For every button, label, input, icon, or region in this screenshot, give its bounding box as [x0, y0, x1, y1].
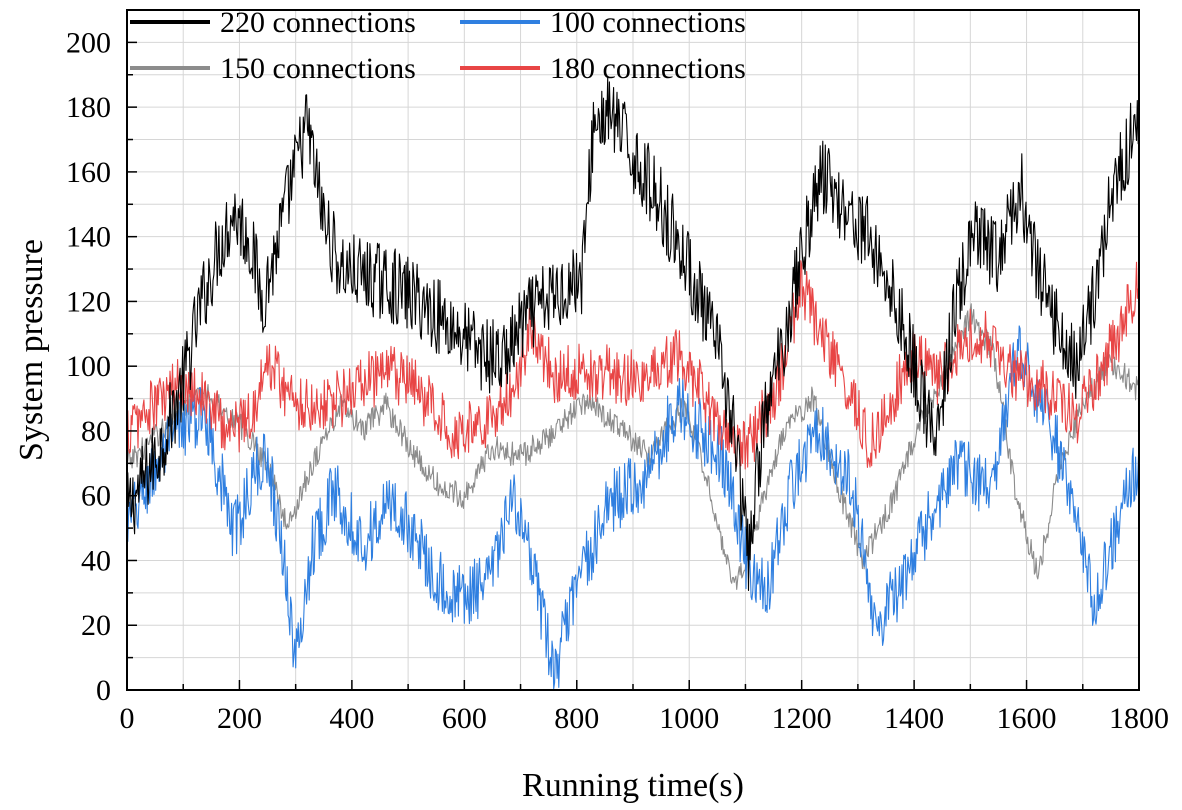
x-tick-label: 1800	[1109, 702, 1169, 735]
y-tick-label: 80	[81, 415, 111, 448]
x-tick-label: 1200	[772, 702, 832, 735]
y-tick-label: 180	[66, 91, 111, 124]
legend-label: 150 connections	[220, 52, 416, 85]
y-tick-label: 100	[66, 350, 111, 383]
x-tick-label: 1600	[997, 702, 1057, 735]
y-tick-label: 0	[96, 674, 111, 707]
y-tick-label: 60	[81, 480, 111, 513]
x-tick-label: 600	[442, 702, 487, 735]
series-line-100-connections	[126, 325, 1140, 690]
x-axis-title: Running time(s)	[522, 767, 744, 804]
grid	[127, 10, 1139, 690]
x-tick-label: 1400	[884, 702, 944, 735]
legend: 220 connections 100 connections 150 connec…	[130, 6, 746, 85]
y-tick-label: 20	[81, 609, 111, 642]
x-tick-label: 1000	[659, 702, 719, 735]
series-line-220-connections	[126, 76, 1140, 592]
x-tick-label: 800	[554, 702, 599, 735]
y-tick-label: 40	[81, 544, 111, 577]
y-tick-label: 140	[66, 221, 111, 254]
series-line-180-connections	[126, 260, 1140, 470]
y-axis-title: System pressure	[13, 239, 50, 461]
y-tick-label: 160	[66, 156, 111, 189]
series-layer	[126, 76, 1140, 690]
legend-label: 180 connections	[550, 52, 746, 85]
y-tick-label: 120	[66, 285, 111, 318]
ticks: 0 200 400 600 800 1000 1200 1400 1600 1800 0 20 40 60…	[66, 26, 1169, 735]
legend-label: 100 connections	[550, 6, 746, 39]
legend-label: 220 connections	[220, 6, 416, 39]
x-tick-label: 0	[120, 702, 135, 735]
y-tick-label: 200	[66, 26, 111, 59]
x-tick-label: 200	[217, 702, 262, 735]
x-tick-label: 400	[329, 702, 374, 735]
